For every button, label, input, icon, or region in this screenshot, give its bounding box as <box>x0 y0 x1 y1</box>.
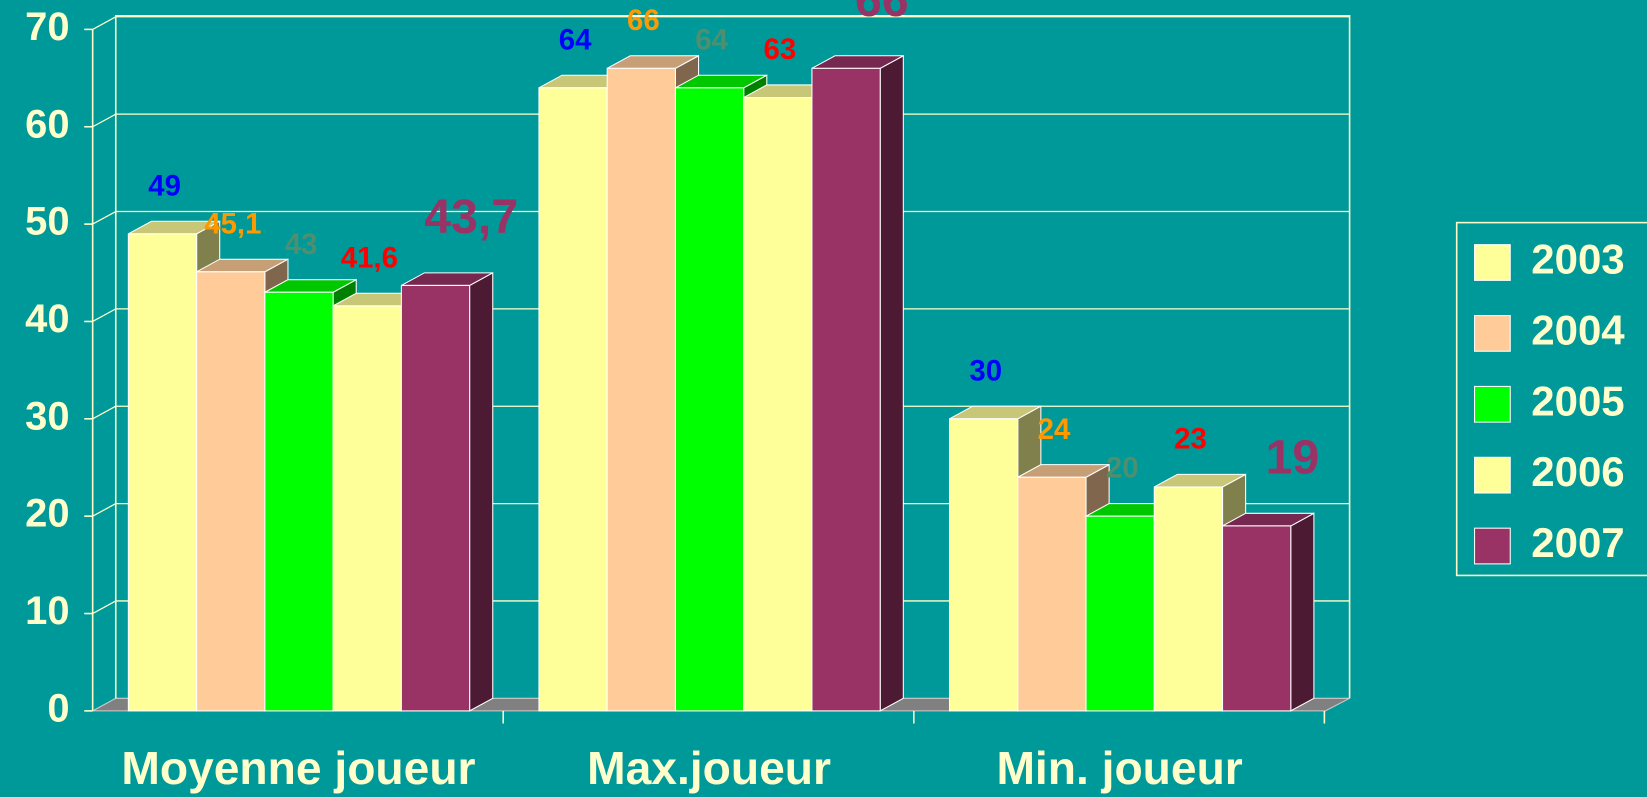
bar <box>196 271 266 712</box>
grid-line <box>92 405 117 420</box>
bar-side <box>1290 512 1315 712</box>
legend-swatch <box>1474 385 1511 423</box>
grid-line <box>92 210 117 225</box>
y-tick-label: 0 <box>47 686 69 730</box>
bar <box>1017 476 1087 712</box>
bar <box>811 67 881 712</box>
grid-line <box>92 503 117 517</box>
value-label: 45,1 <box>204 207 261 240</box>
legend-box <box>1455 221 1647 577</box>
value-label: 64 <box>559 23 592 56</box>
y-tick-label: 50 <box>25 200 69 244</box>
x-tick-label: Max.joueur <box>587 742 831 794</box>
value-label: 24 <box>1038 413 1071 446</box>
value-label: 63 <box>764 33 797 66</box>
bar <box>127 233 198 712</box>
y-tick-label: 60 <box>25 102 69 146</box>
bar <box>1085 515 1155 712</box>
bar <box>538 87 608 712</box>
bar <box>332 305 402 712</box>
value-label: 23 <box>1174 423 1207 456</box>
value-label: 64 <box>695 23 728 56</box>
y-tick-label: 20 <box>25 492 69 536</box>
value-label: 30 <box>969 354 1002 387</box>
bar <box>1153 486 1224 712</box>
legend-swatch <box>1474 244 1511 281</box>
bar <box>948 418 1019 712</box>
legend-swatch <box>1474 456 1511 494</box>
legend-label: 2005 <box>1531 377 1624 424</box>
bar-side <box>879 54 904 712</box>
bar <box>400 284 471 712</box>
legend-label: 2003 <box>1531 236 1624 283</box>
value-label: 41,6 <box>341 241 398 274</box>
x-tick-label: Moyenne joueur <box>121 742 475 794</box>
y-tick-label: 10 <box>25 589 69 633</box>
x-tick-label: Min. joueur <box>996 742 1242 794</box>
value-label: 66 <box>855 0 909 27</box>
y-tick-label: 70 <box>25 5 69 49</box>
value-label: 20 <box>1106 452 1139 485</box>
legend-swatch <box>1474 315 1511 352</box>
bar <box>1222 525 1292 712</box>
value-label: 49 <box>148 169 181 202</box>
bar <box>674 87 745 712</box>
bar <box>743 97 813 712</box>
grid-line <box>92 16 117 30</box>
value-label: 43,7 <box>424 190 518 244</box>
bar-side <box>469 271 494 712</box>
back-wall <box>114 14 1351 699</box>
legend-label: 2006 <box>1531 448 1624 495</box>
y-tick-label: 30 <box>25 394 69 438</box>
grid-line <box>92 113 117 128</box>
legend-swatch <box>1474 527 1511 565</box>
grid-line <box>92 600 117 615</box>
grid-line <box>92 308 117 323</box>
legend-label: 2007 <box>1531 519 1624 566</box>
value-label: 19 <box>1265 431 1319 485</box>
y-tick-label: 40 <box>25 297 69 341</box>
bar <box>606 67 676 712</box>
legend-label: 2004 <box>1531 306 1625 353</box>
bar <box>264 291 334 712</box>
value-label: 43 <box>285 228 318 261</box>
value-label: 66 <box>627 4 660 37</box>
